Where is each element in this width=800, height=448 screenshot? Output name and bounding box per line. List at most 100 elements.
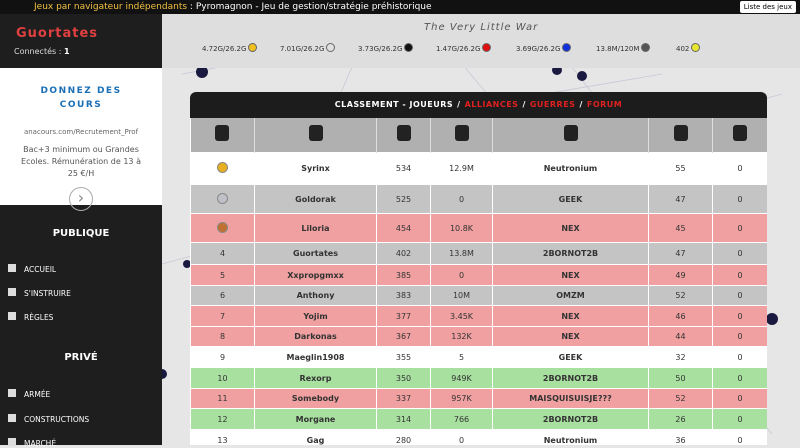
top-bar: Jeux par navigateur indépendants : Pyrom… bbox=[0, 0, 800, 14]
resource: 3.69G/26.2G bbox=[516, 43, 572, 53]
resource-value: 13.8M/120M bbox=[596, 45, 640, 53]
score: 367 bbox=[376, 326, 431, 347]
col-score[interactable] bbox=[376, 118, 431, 153]
player-name[interactable]: Gag bbox=[254, 429, 377, 445]
wins: 0 bbox=[712, 408, 767, 430]
ranking-row: 11 Somebody 337 957K MAISQUISUISJE??? 52 0 bbox=[190, 388, 767, 409]
menu-item[interactable]: S'INSTRUIRE bbox=[8, 288, 71, 298]
player-name[interactable]: Yojim bbox=[254, 305, 377, 327]
atoms: 3.45K bbox=[430, 305, 493, 327]
alliance[interactable]: NEX bbox=[492, 213, 649, 243]
atoms: 5 bbox=[430, 346, 493, 368]
player-name[interactable]: Goldorak bbox=[254, 184, 377, 214]
player-name[interactable]: Somebody bbox=[254, 388, 377, 409]
alliance[interactable]: 2BORNOT2B bbox=[492, 242, 649, 265]
player-name[interactable]: Anthony bbox=[254, 285, 377, 306]
col-buildings[interactable] bbox=[648, 118, 713, 153]
site-link[interactable]: Jeux par navigateur indépendants bbox=[34, 2, 188, 12]
player-name[interactable]: Liloria bbox=[254, 213, 377, 243]
tab-link[interactable]: FORUM bbox=[586, 100, 623, 109]
ad-url[interactable]: anacours.com/Recrutement_Prof bbox=[23, 128, 139, 136]
ad-headline[interactable]: DONNEZ DES COURS bbox=[40, 86, 122, 110]
alliance[interactable]: GEEK bbox=[492, 346, 649, 368]
advert[interactable]: DONNEZ DES COURS anacours.com/Recrutemen… bbox=[0, 68, 162, 211]
rank: 13 bbox=[190, 429, 255, 445]
player-name[interactable]: Syrinx bbox=[254, 152, 377, 185]
ranking-row: 9 Maeglin1908 355 5 GEEK 32 0 bbox=[190, 346, 767, 368]
menu-item[interactable]: ACCUEIL bbox=[7, 264, 57, 274]
menu-item[interactable]: RÈGLES bbox=[7, 312, 54, 322]
resource-icon bbox=[562, 43, 572, 52]
resource-value: 4.72G/26.2G bbox=[202, 45, 247, 53]
atoms: 13.8M bbox=[430, 242, 493, 265]
online: Connectés : 1 bbox=[14, 47, 70, 56]
rank bbox=[190, 152, 255, 185]
separator: / bbox=[457, 100, 461, 109]
resource: 7.01G/26.2G bbox=[280, 43, 336, 53]
menu-section: PRIVÉ bbox=[64, 352, 98, 363]
col-rank[interactable] bbox=[190, 118, 255, 153]
col-name[interactable] bbox=[254, 118, 377, 153]
online-count: 1 bbox=[63, 47, 70, 56]
tab-link[interactable]: GUERRES bbox=[529, 100, 576, 109]
alliance[interactable]: NEX bbox=[492, 264, 649, 286]
ranking-row: 13 Gag 280 0 Neutronium 36 0 bbox=[190, 429, 767, 445]
col-alliance[interactable] bbox=[492, 118, 649, 153]
wins: 0 bbox=[712, 264, 767, 286]
player-name[interactable]: Morgane bbox=[254, 408, 377, 430]
col-wins[interactable] bbox=[712, 118, 767, 153]
player-name[interactable]: Darkonas bbox=[254, 326, 377, 347]
games-menu[interactable]: Liste des jeux bbox=[739, 1, 796, 13]
player-name[interactable]: Maeglin1908 bbox=[254, 346, 377, 368]
player-name[interactable]: Rexorp bbox=[254, 367, 377, 389]
atoms: 10.8K bbox=[430, 213, 493, 243]
atoms: 766 bbox=[430, 408, 493, 430]
alliance[interactable]: 2BORNOT2B bbox=[492, 367, 649, 389]
wins: 0 bbox=[712, 429, 767, 445]
ranking-row: 5 Xxpropgmxx 385 0 NEX 49 0 bbox=[190, 264, 767, 286]
tab-link[interactable]: ALLIANCES bbox=[464, 100, 519, 109]
alliance[interactable]: 2BORNOT2B bbox=[492, 408, 649, 430]
separator: / bbox=[579, 100, 583, 109]
alliance[interactable]: NEX bbox=[492, 326, 649, 347]
atoms: 949K bbox=[430, 367, 493, 389]
ranking-row: 10 Rexorp 350 949K 2BORNOT2B 50 0 bbox=[190, 367, 767, 389]
atoms: 0 bbox=[430, 264, 493, 286]
alliance[interactable]: GEEK bbox=[492, 184, 649, 214]
wins: 0 bbox=[712, 326, 767, 347]
game-name: Pyromagnon bbox=[195, 2, 253, 12]
player-name: Guortates bbox=[16, 26, 99, 41]
col-atoms[interactable] bbox=[430, 118, 493, 153]
wins: 0 bbox=[712, 305, 767, 327]
player-name[interactable]: Guortates bbox=[254, 242, 377, 265]
buildings: 26 bbox=[648, 408, 713, 430]
wins: 0 bbox=[712, 346, 767, 368]
alliance[interactable]: Neutronium bbox=[492, 429, 649, 445]
logo: The Very Little War bbox=[424, 22, 539, 33]
alliance[interactable]: Neutronium bbox=[492, 152, 649, 185]
atoms: 10M bbox=[430, 285, 493, 306]
ad-text: Bac+3 minimum ou Grandes Ecoles. Rémunér… bbox=[21, 145, 141, 178]
alliance[interactable]: MAISQUISUISJE??? bbox=[492, 388, 649, 409]
tab-current: CLASSEMENT - JOUEURS bbox=[334, 100, 454, 109]
rank: 12 bbox=[190, 408, 255, 430]
resource-icon bbox=[326, 43, 336, 52]
resource-value: 3.73G/26.2G bbox=[358, 45, 403, 53]
menu-item[interactable]: MARCHÉ bbox=[7, 438, 57, 448]
rank: 9 bbox=[190, 346, 255, 368]
alliance[interactable]: OMZM bbox=[492, 285, 649, 306]
score: 314 bbox=[376, 408, 431, 430]
score: 337 bbox=[376, 388, 431, 409]
alliance[interactable]: NEX bbox=[492, 305, 649, 327]
menu-item[interactable]: ARMÉE bbox=[7, 389, 51, 399]
menu-item[interactable]: CONSTRUCTIONS bbox=[7, 414, 90, 424]
wins: 0 bbox=[712, 367, 767, 389]
resource: 402 bbox=[676, 43, 701, 53]
player-name[interactable]: Xxpropgmxx bbox=[254, 264, 377, 286]
score: 383 bbox=[376, 285, 431, 306]
ad-arrow[interactable]: › bbox=[69, 187, 93, 211]
atoms: 0 bbox=[430, 429, 493, 445]
resource: 13.8M/120M bbox=[596, 43, 651, 53]
buildings: 55 bbox=[648, 152, 713, 185]
resource-value: 3.69G/26.2G bbox=[516, 45, 561, 53]
